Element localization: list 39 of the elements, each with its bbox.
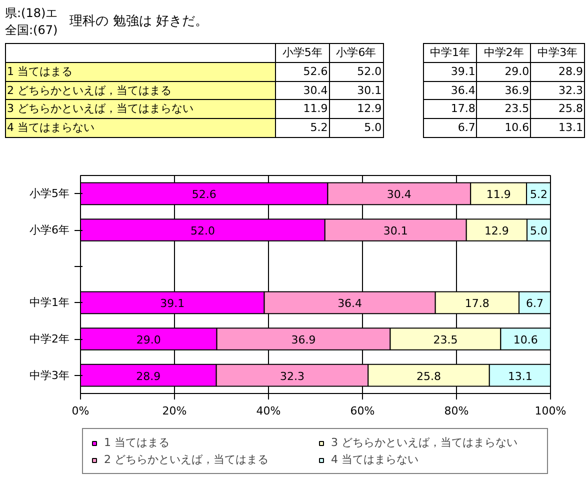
x-tick-label: 80% bbox=[444, 404, 469, 418]
y-tick-label: 中学3年 bbox=[30, 368, 70, 382]
x-tick-label: 100% bbox=[534, 404, 566, 418]
x-tick-label: 20% bbox=[162, 404, 187, 418]
data-label: 29.0 bbox=[136, 334, 161, 346]
x-tick-label: 60% bbox=[350, 404, 375, 418]
data-label: 52.6 bbox=[192, 188, 216, 202]
data-label: 12.9 bbox=[484, 224, 509, 238]
text: 全国:(67) bbox=[5, 23, 58, 38]
data-label: 32.3 bbox=[280, 370, 304, 383]
y-tick-label: 中学2年 bbox=[30, 332, 70, 346]
data-label: 13.1 bbox=[508, 370, 532, 383]
data-label: 25.8 bbox=[416, 370, 442, 383]
legend-label: 2 どちらかといえば，当てはまる bbox=[104, 452, 270, 467]
data-label: 30.1 bbox=[383, 224, 408, 238]
data-label: 6.7 bbox=[526, 297, 544, 310]
data-label: 30.4 bbox=[386, 188, 412, 202]
x-tick-label: 40% bbox=[256, 404, 281, 418]
data-label: 52.0 bbox=[190, 224, 215, 238]
y-tick-label: 小学5年 bbox=[30, 187, 70, 200]
text: 県:(18)エ bbox=[5, 6, 58, 20]
chart-title: 理科の 勉強は 好きだ。 bbox=[70, 12, 208, 31]
legend-label: 4 当てはまらない bbox=[331, 452, 420, 467]
x-tick-label: 0% bbox=[72, 404, 90, 418]
data-label: 23.5 bbox=[433, 334, 458, 346]
y-tick-label: 小学6年 bbox=[30, 224, 70, 236]
legend-label: 3 どちらかといえば，当てはまらない bbox=[331, 435, 518, 450]
data-label: 36.4 bbox=[338, 297, 362, 310]
data-label: 28.9 bbox=[136, 370, 161, 383]
data-label: 5.2 bbox=[530, 188, 548, 202]
data-label: 5.0 bbox=[530, 224, 548, 238]
data-label: 17.8 bbox=[464, 297, 490, 310]
table-of-values: 小学5年 小学6年 中学1年 中学2年 中学3年 1 当てはまる 52.6 52.0 39.1 29.0 28.9 2 どちらかといえば，当てはまる 30.4 30.1 36.4 36.9 32.3 3 どちらかといえば，当てはまらない 11.9 12.9 17.8 23.5 25.8 4 当てはまらない 5.2 5.0 6.7 10.6 13.1 bbox=[5, 43, 585, 138]
data-label: 10.6 bbox=[513, 334, 538, 346]
data-label: 11.9 bbox=[486, 188, 511, 202]
data-label: 39.1 bbox=[160, 297, 185, 310]
legend-label: 1 当てはまる bbox=[104, 435, 170, 450]
y-tick-label: 中学1年 bbox=[30, 296, 70, 310]
data-label: 36.9 bbox=[291, 334, 316, 346]
